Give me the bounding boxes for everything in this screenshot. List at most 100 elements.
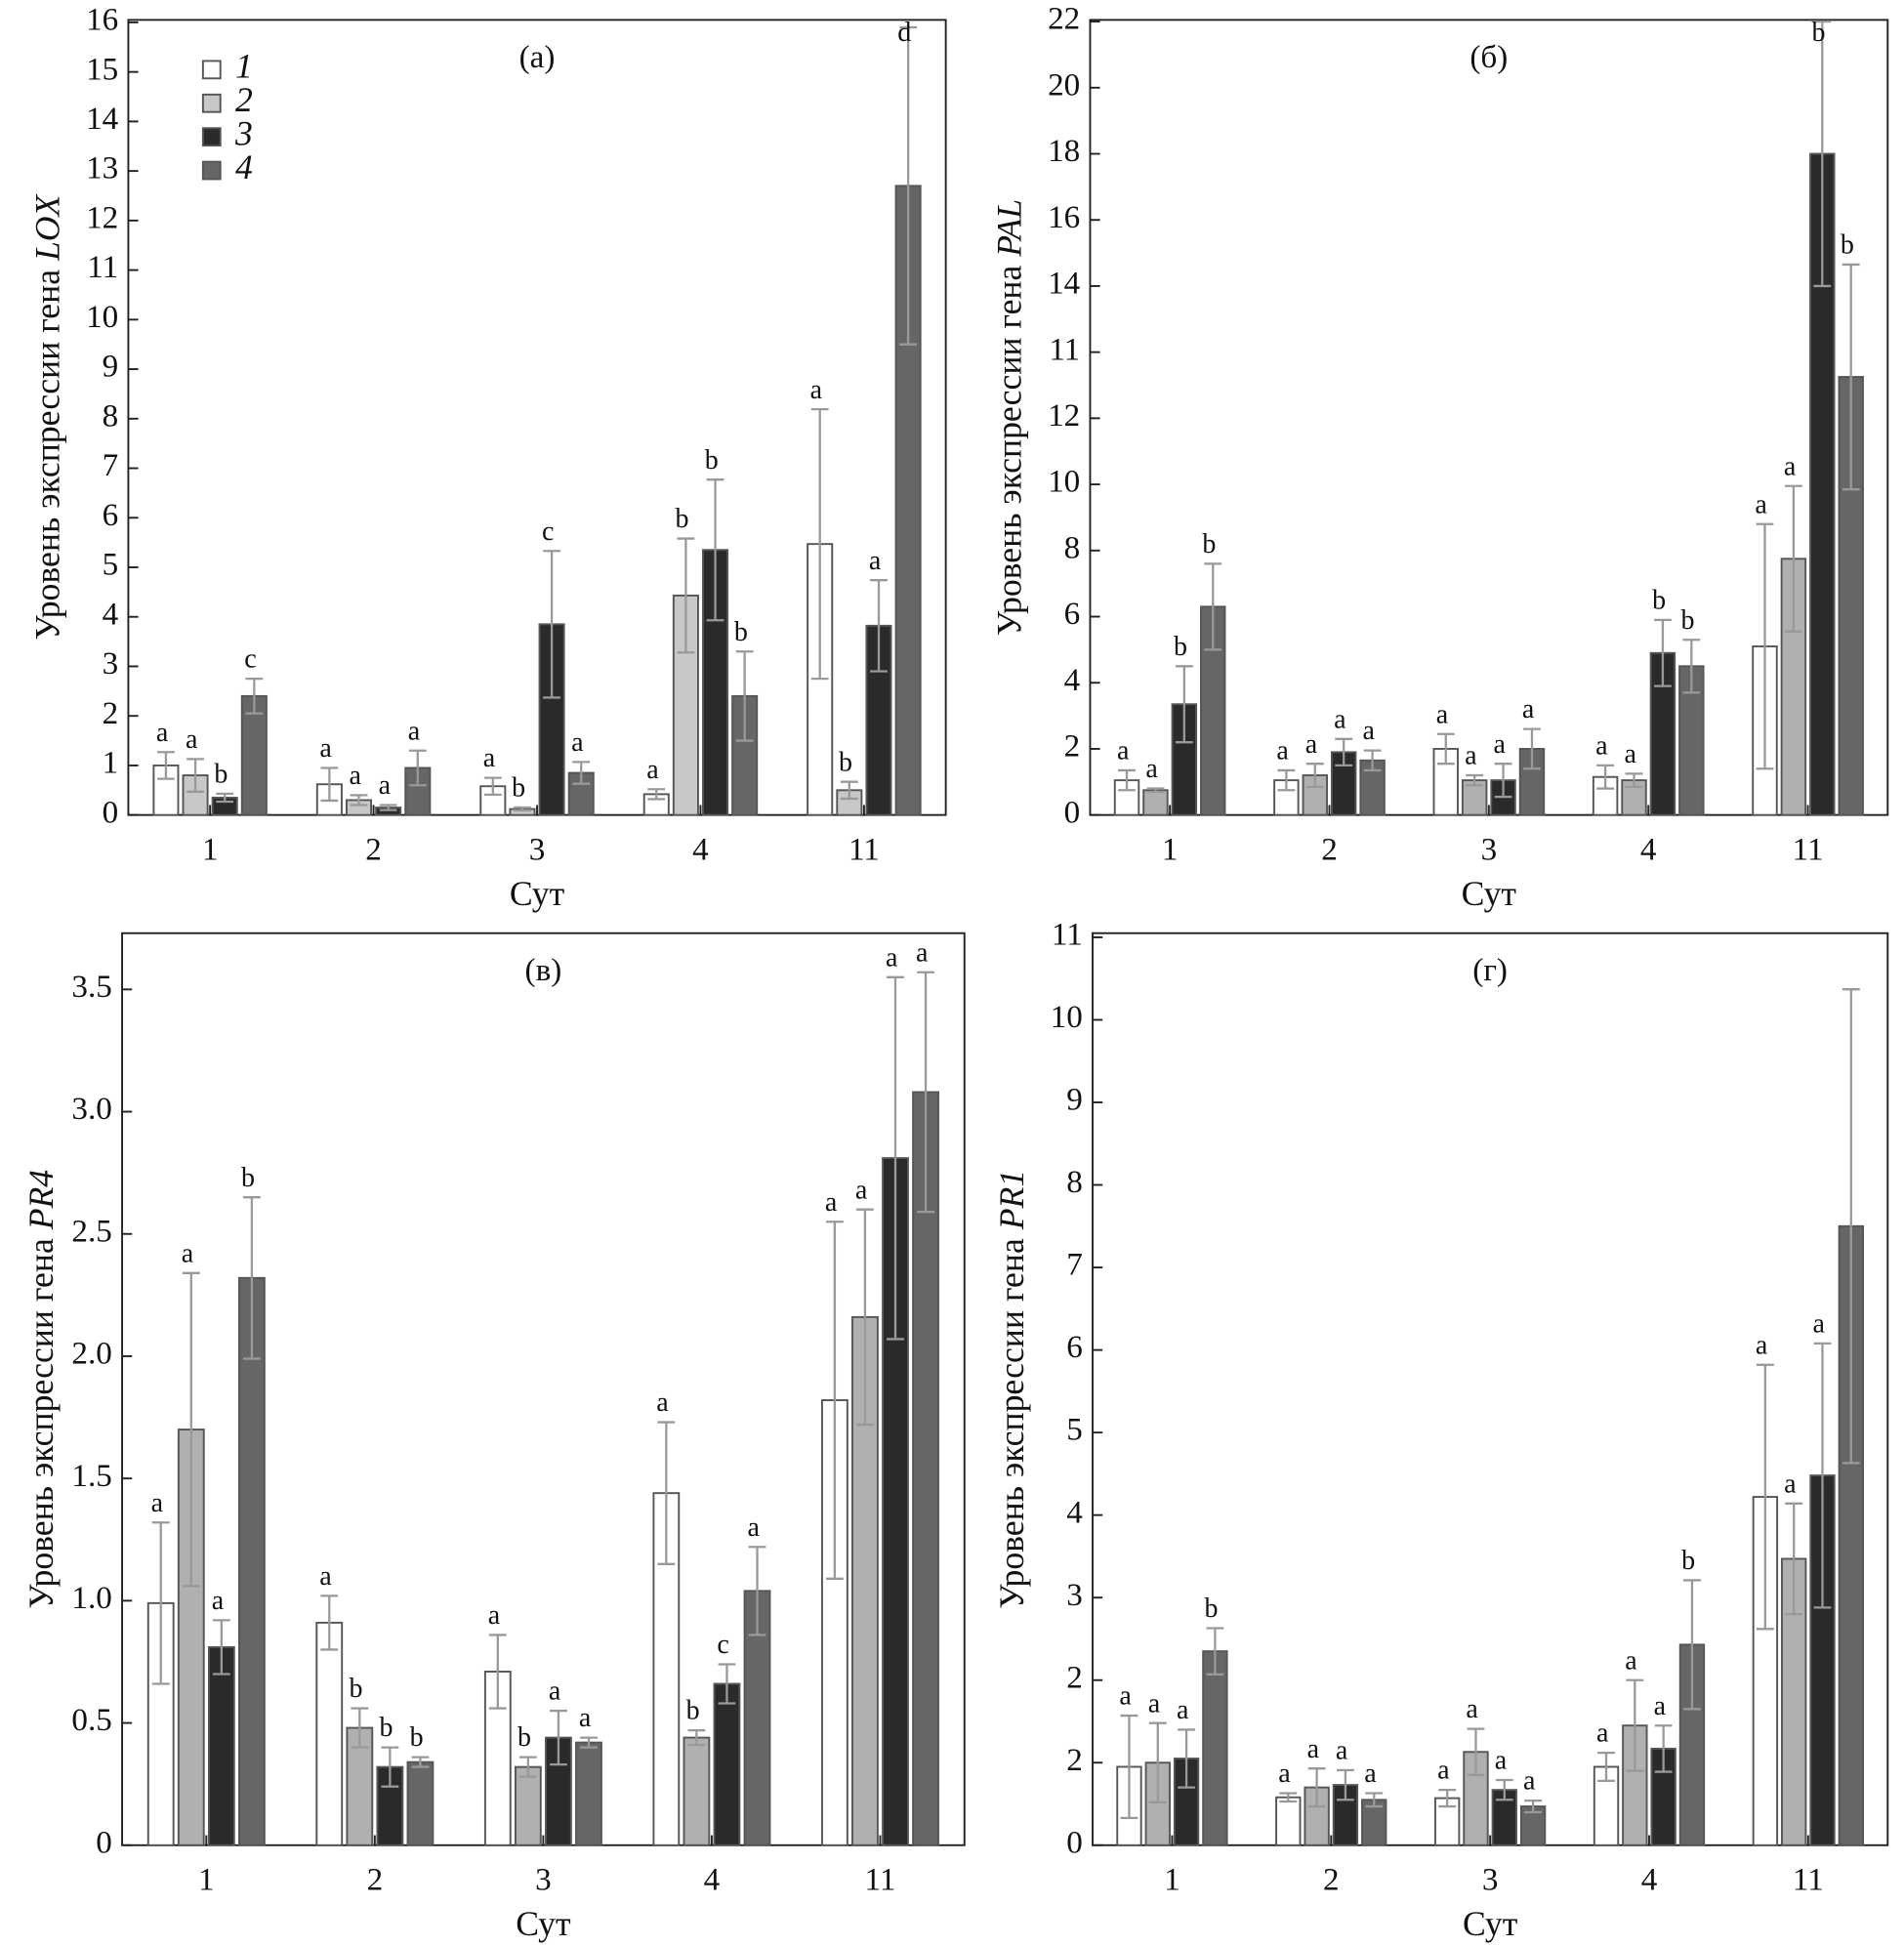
bar (1202, 1650, 1228, 1846)
significance-letter: a (855, 1175, 868, 1205)
significance-letter: b (1811, 18, 1825, 48)
y-axis-label-text: Уровень экспрессии гена (21, 1229, 61, 1608)
significance-letter: a (379, 770, 392, 801)
significance-letter: a (1145, 754, 1158, 784)
y-axis-label: Уровень экспрессии гена PAL (990, 199, 1029, 636)
significance-letter: a (810, 375, 823, 405)
y-tick-label: 14 (1048, 266, 1081, 302)
significance-letter: a (1755, 489, 1767, 519)
y-tick-label: 3.5 (71, 969, 111, 1005)
y-tick-label: 2.0 (71, 1336, 111, 1372)
y-tick-label: 2.5 (71, 1213, 111, 1249)
bar (1678, 1643, 1706, 1846)
significance-letter: a (1596, 1718, 1609, 1749)
y-tick-label: 0 (1064, 794, 1081, 830)
y-tick-label: 3 (1066, 1577, 1083, 1613)
y-tick-label: 16 (1048, 199, 1080, 235)
y-tick-label: 10 (1048, 464, 1080, 500)
bar (406, 1760, 435, 1846)
x-axis-label: Сут (510, 874, 565, 913)
legend-swatch (201, 60, 222, 80)
y-tick-label: 0 (103, 794, 119, 830)
y-axis-label-gene: PR1 (992, 1170, 1031, 1230)
significance-letter: a (1595, 730, 1608, 761)
x-tick-label: 4 (704, 1862, 721, 1898)
y-tick-label: 3.0 (71, 1091, 111, 1127)
y-tick-label: 8 (1064, 529, 1081, 565)
significance-letter: a (349, 761, 361, 791)
significance-letter: a (212, 1586, 225, 1616)
significance-letter: a (1117, 736, 1130, 766)
y-tick-label: 14 (86, 101, 119, 137)
significance-letter: b (686, 1696, 700, 1726)
y-tick-label: 12 (1048, 397, 1080, 434)
y-tick-label: 1 (103, 745, 119, 781)
significance-letter: a (319, 1561, 332, 1592)
significance-letter: a (1654, 1691, 1667, 1721)
significance-letter: a (1812, 1308, 1825, 1339)
y-tick-label: 8 (1066, 1164, 1083, 1200)
y-tick-label: 5 (1066, 1412, 1083, 1448)
significance-letter: a (825, 1187, 838, 1218)
x-tick-label: 4 (692, 832, 709, 868)
y-tick-label: 0.5 (71, 1702, 111, 1738)
x-tick-label: 2 (1323, 1862, 1340, 1898)
bar (1809, 152, 1836, 816)
y-tick-label: 11 (87, 249, 118, 285)
y-tick-label: 2 (1066, 1659, 1083, 1695)
significance-letter: a (916, 937, 929, 968)
significance-letter: a (1436, 699, 1449, 729)
significance-letter: a (1363, 716, 1376, 746)
panel-title: (г) (1472, 952, 1508, 988)
significance-letter: a (1305, 729, 1318, 760)
bar (207, 1645, 235, 1846)
x-tick-label: 2 (1321, 832, 1338, 868)
y-tick-label: 1.5 (71, 1458, 111, 1494)
significance-letter: a (156, 718, 169, 748)
significance-letter: b (676, 504, 689, 534)
y-tick-label: 5 (103, 547, 119, 583)
x-tick-label: 3 (535, 1862, 552, 1898)
significance-letter: c (717, 1630, 728, 1660)
legend-label: 1 (235, 47, 253, 86)
legend-label: 2 (235, 80, 253, 119)
significance-letter: b (410, 1722, 424, 1753)
bar (1304, 1786, 1330, 1846)
x-tick-label: 3 (1482, 1862, 1499, 1898)
significance-letter: b (380, 1713, 393, 1743)
significance-letter: a (886, 942, 898, 973)
significance-letter: c (244, 644, 256, 675)
x-axis-label: Сут (1462, 874, 1517, 913)
significance-letter: a (571, 727, 584, 758)
bar (514, 1765, 542, 1846)
significance-letter: b (1652, 586, 1666, 616)
x-tick-label: 4 (1640, 832, 1657, 868)
bar (1142, 789, 1169, 816)
significance-letter: a (1336, 1735, 1348, 1765)
x-tick-label: 3 (529, 832, 546, 868)
y-axis-label-gene: PAL (990, 199, 1029, 258)
bar (479, 785, 507, 816)
y-tick-label: 6 (1066, 1329, 1083, 1365)
significance-letter: b (1174, 632, 1187, 662)
x-tick-label: 11 (1793, 1862, 1824, 1898)
y-tick-label: 2 (1066, 1742, 1083, 1778)
y-axis-label-gene: LOX (28, 193, 67, 262)
significance-letter: a (1465, 741, 1477, 771)
y-axis-label-text: Уровень экспрессии гена (990, 257, 1029, 636)
significance-letter: b (705, 445, 719, 476)
significance-letter: a (1177, 1695, 1189, 1725)
significance-letter: a (483, 743, 496, 773)
y-tick-label: 2 (103, 695, 119, 731)
bar (315, 1621, 344, 1846)
y-tick-label: 11 (1052, 917, 1083, 953)
x-tick-label: 1 (202, 832, 219, 868)
significance-letter: b (214, 759, 228, 789)
bar (1275, 1796, 1302, 1846)
significance-letter: b (512, 773, 525, 804)
panel-title: (в) (525, 952, 562, 988)
legend-swatch (201, 93, 222, 113)
significance-letter: b (1841, 230, 1854, 261)
x-tick-label: 3 (1481, 832, 1498, 868)
